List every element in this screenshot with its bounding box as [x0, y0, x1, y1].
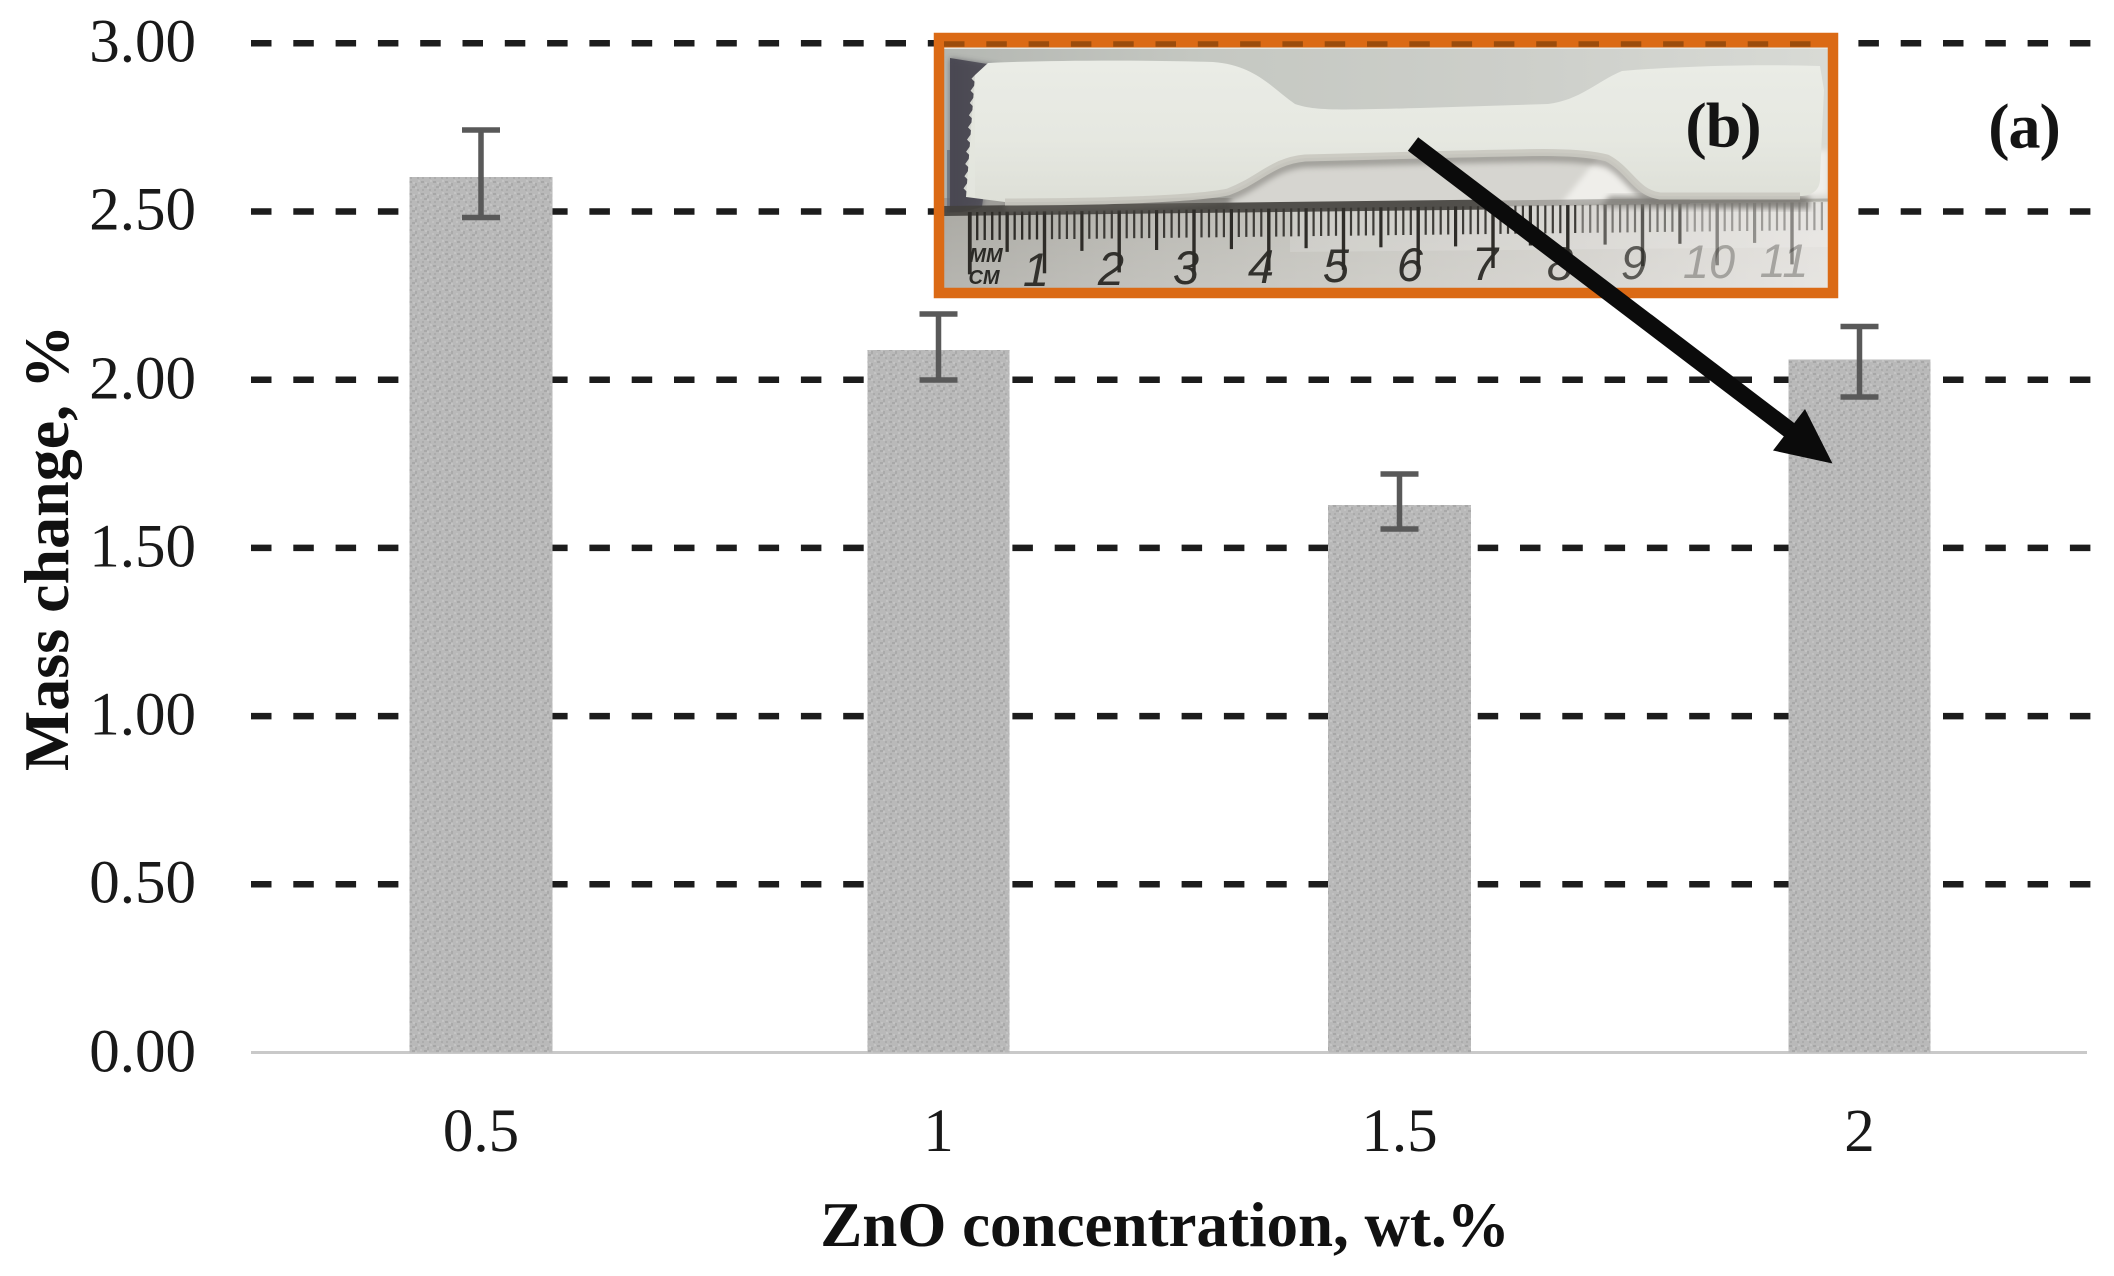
svg-text:(a): (a) [1988, 91, 2060, 162]
svg-text:CM: CM [968, 267, 1000, 289]
svg-text:9: 9 [1621, 236, 1647, 289]
svg-text:1.50: 1.50 [89, 514, 196, 581]
svg-text:1.5: 1.5 [1361, 1098, 1437, 1165]
svg-text:(b): (b) [1685, 90, 1760, 161]
svg-text:2.00: 2.00 [89, 346, 196, 413]
svg-text:1.00: 1.00 [89, 682, 196, 749]
svg-text:7: 7 [1472, 237, 1500, 290]
svg-text:MM: MM [969, 245, 1004, 267]
svg-text:10: 10 [1683, 235, 1735, 288]
svg-text:2.50: 2.50 [89, 177, 196, 244]
svg-text:0.00: 0.00 [89, 1019, 196, 1086]
svg-text:6: 6 [1397, 238, 1424, 291]
svg-text:2: 2 [1844, 1098, 1875, 1165]
svg-text:0.50: 0.50 [89, 850, 196, 917]
svg-text:2: 2 [1097, 242, 1124, 295]
svg-text:4: 4 [1248, 240, 1274, 293]
svg-text:3: 3 [1173, 241, 1199, 294]
svg-text:3.00: 3.00 [89, 9, 196, 76]
svg-text:5: 5 [1323, 239, 1350, 292]
svg-text:11: 11 [1760, 234, 1809, 287]
svg-text:Mass change, %: Mass change, % [11, 325, 82, 771]
svg-text:1: 1 [923, 1098, 954, 1165]
svg-text:ZnO concentration, wt.%: ZnO concentration, wt.% [820, 1190, 1509, 1260]
svg-text:0.5: 0.5 [443, 1098, 519, 1165]
svg-text:1: 1 [1023, 243, 1049, 296]
